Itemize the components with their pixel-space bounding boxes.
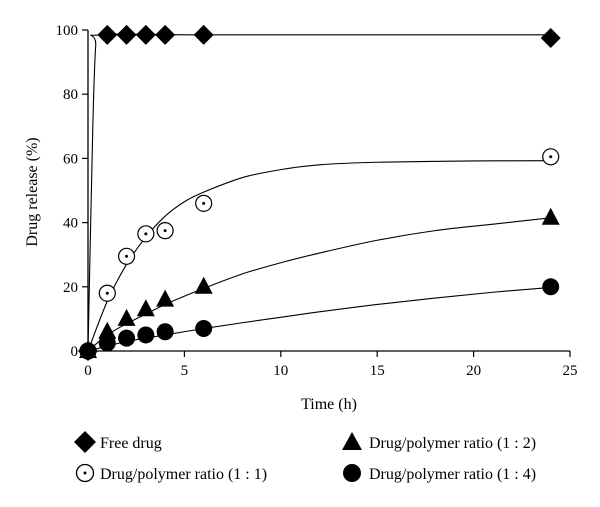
marker-triangle xyxy=(98,321,117,339)
legend-item-ratio-1-4: Drug/polymer ratio (1 : 4) xyxy=(343,464,536,483)
marker-dot xyxy=(125,254,129,258)
marker-dot xyxy=(105,291,109,295)
x-tick-label: 20 xyxy=(466,363,481,379)
legend-item-ratio-1-2: Drug/polymer ratio (1 : 2) xyxy=(342,432,536,452)
marker-diamond xyxy=(193,24,214,45)
marker-dot xyxy=(163,229,167,233)
ticks: 0 5 10 15 20 25 0 20 40 60 80 100 xyxy=(56,23,578,379)
marker-filled-circle xyxy=(195,320,213,338)
legend-label: Drug/polymer ratio (1 : 2) xyxy=(369,435,536,452)
marker-diamond xyxy=(155,24,176,45)
marker-filled-circle xyxy=(118,329,136,347)
x-tick-label: 10 xyxy=(273,363,288,379)
marker-diamond xyxy=(135,24,156,45)
legend-label: Drug/polymer ratio (1 : 1) xyxy=(100,466,267,483)
marker-dot xyxy=(202,201,206,205)
y-tick-label: 20 xyxy=(63,280,78,296)
y-tick-label: 100 xyxy=(56,23,79,39)
x-tick-label: 15 xyxy=(370,363,385,379)
fit-curve xyxy=(87,286,551,352)
marker-diamond xyxy=(97,24,118,45)
marker-filled-circle xyxy=(156,323,174,341)
legend-item-ratio-1-1: Drug/polymer ratio (1 : 1) xyxy=(75,463,267,483)
marker-triangle xyxy=(194,276,213,294)
marker-filled-circle xyxy=(137,326,155,344)
marker-diamond xyxy=(540,28,561,49)
fit-curve xyxy=(87,160,551,352)
legend-marker-filled-circle xyxy=(343,464,361,482)
marker-filled-circle xyxy=(98,334,116,352)
x-tick-label: 25 xyxy=(563,363,578,379)
marker-dot xyxy=(549,155,553,159)
legend-label: Free drug xyxy=(100,435,162,452)
fit-curves xyxy=(87,33,551,352)
legend-item-free-drug: Free drug xyxy=(74,431,162,453)
axes xyxy=(87,30,570,352)
x-tick-label: 0 xyxy=(84,363,92,379)
marker-filled-circle xyxy=(79,342,97,360)
y-tick-label: 80 xyxy=(63,87,78,103)
legend-marker-dot xyxy=(83,471,87,475)
x-tick-label: 5 xyxy=(181,363,189,379)
marker-triangle xyxy=(136,299,155,317)
y-tick-label: 0 xyxy=(71,344,79,360)
marker-triangle xyxy=(117,308,136,326)
y-tick-label: 60 xyxy=(63,151,78,167)
y-tick-label: 40 xyxy=(63,216,78,232)
fit-curve xyxy=(87,33,551,352)
marker-dot xyxy=(144,232,148,236)
legend-marker-triangle xyxy=(342,432,362,450)
legend-marker-diamond xyxy=(74,431,96,453)
data-markers xyxy=(78,24,561,361)
marker-filled-circle xyxy=(542,278,560,296)
marker-triangle xyxy=(156,289,175,307)
legend-label: Drug/polymer ratio (1 : 4) xyxy=(369,466,536,483)
marker-diamond xyxy=(116,24,137,45)
legend: Free drug Drug/polymer ratio (1 : 1) Dru… xyxy=(74,431,536,483)
marker-triangle xyxy=(541,207,560,225)
x-axis-title: Time (h) xyxy=(301,396,357,413)
y-axis-title: Drug release (%) xyxy=(24,137,41,246)
